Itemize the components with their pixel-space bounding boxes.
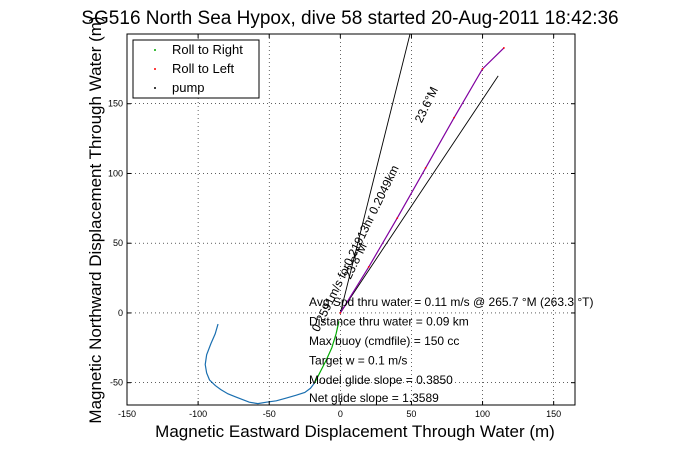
annotation-text: Target w = 0.1 m/s [309, 354, 407, 368]
series-line [339, 47, 505, 314]
series-line [314, 321, 340, 383]
legend: Roll to Right Roll to Left pump [132, 39, 260, 99]
x-tick-label: 50 [406, 409, 416, 419]
grid [127, 34, 575, 405]
annotation-text: Max buoy (cmdfile) = 150 cc [309, 334, 459, 348]
series-line [204, 323, 316, 405]
track-point [502, 47, 505, 49]
reference-lines [339, 34, 499, 314]
annotation-text: Distance thru water = 0.09 km [309, 315, 469, 329]
rotated-label: 23.6°M [412, 85, 441, 125]
annotations: Avg Spd thru water = 0.11 m/s @ 265.7 °M… [309, 295, 593, 405]
chart-title: SG516 North Sea Hypox, dive 58 started 2… [81, 8, 618, 29]
reference-line [339, 34, 411, 314]
track-point [453, 116, 456, 119]
track-point [367, 266, 370, 268]
x-tick-label: -50 [263, 409, 276, 419]
y-tick-label: 50 [113, 238, 123, 248]
annotation-text: Model glide slope = 0.3850 [309, 373, 453, 387]
annotation-text: Net glide slope = 1.3589 [309, 391, 439, 405]
track-point [481, 67, 484, 70]
legend-marker [154, 49, 156, 51]
annotation-text: Avg Spd thru water = 0.11 m/s @ 265.7 °M… [309, 295, 593, 309]
x-tick-label: -150 [118, 409, 136, 419]
x-tick-label: 100 [475, 409, 490, 419]
track-point [396, 217, 399, 220]
reference-line [339, 75, 499, 314]
x-tick-label: -100 [189, 409, 207, 419]
legend-label: pump [172, 80, 205, 95]
track-point [424, 166, 427, 169]
x-tick-label: 0 [338, 409, 343, 419]
y-tick-label: 100 [108, 168, 123, 178]
y-tick-label: 0 [118, 308, 123, 318]
x-axis-label: Magnetic Eastward Displacement Through W… [155, 422, 555, 441]
legend-marker [154, 87, 156, 89]
y-axis-label: Magnetic Northward Displacement Through … [86, 16, 105, 423]
plot-frame [126, 33, 576, 406]
track-point [339, 312, 342, 314]
legend-marker [154, 68, 156, 70]
series-lines [204, 47, 505, 405]
axes [126, 33, 576, 406]
tick-labels: -150 -100 -50 0 50 100 150 -50 0 50 100 150 [108, 99, 561, 419]
y-tick-label: -50 [110, 378, 123, 388]
legend-label: Roll to Left [172, 61, 235, 76]
legend-label: Roll to Right [172, 42, 243, 57]
x-tick-label: 150 [546, 409, 561, 419]
y-tick-label: 150 [108, 99, 123, 109]
